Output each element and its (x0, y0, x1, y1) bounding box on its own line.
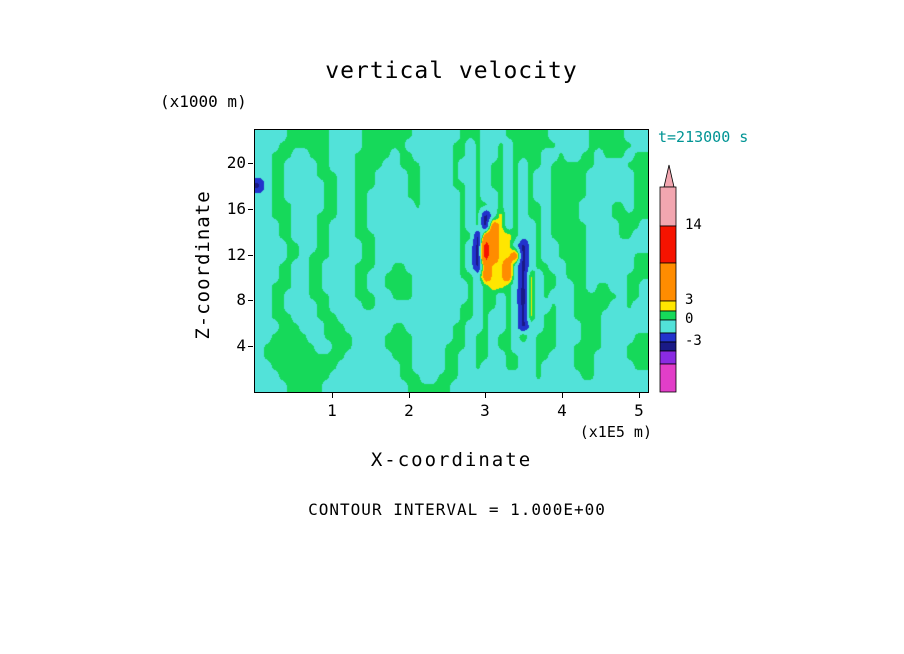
x-tick-label: 2 (404, 401, 414, 420)
y-tick-label: 8 (236, 290, 246, 309)
colorbar-tick-label: 14 (685, 217, 702, 233)
y-tick-mark (248, 255, 253, 256)
x-axis-title: X-coordinate (370, 449, 533, 471)
y-tick-mark (248, 300, 253, 301)
x-axis-unit: (x1E5 m) (579, 423, 652, 441)
colorbar-arrow-tip (663, 164, 675, 188)
y-tick-mark (248, 163, 253, 164)
y-tick-label: 12 (226, 245, 246, 264)
colorbar-segment (659, 363, 677, 393)
y-tick-label: 16 (226, 199, 246, 218)
colorbar-segment (659, 341, 677, 352)
colorbar-tick-label: 0 (685, 311, 694, 327)
plot-frame (254, 129, 649, 393)
colorbar (659, 164, 679, 397)
colorbar-segment (659, 186, 677, 227)
x-tick-label: 1 (327, 401, 337, 420)
y-tick-mark (248, 346, 253, 347)
colorbar-segment (659, 310, 677, 321)
x-tick-mark (485, 393, 486, 398)
y-tick-mark (248, 209, 253, 210)
x-tick-label: 4 (557, 401, 567, 420)
colorbar-segment (659, 319, 677, 334)
y-tick-label: 4 (236, 336, 246, 355)
chart-title: vertical velocity (325, 58, 578, 84)
x-tick-label: 3 (480, 401, 490, 420)
colorbar-tick-label: -3 (685, 333, 702, 349)
y-tick-label: 20 (226, 153, 246, 172)
colorbar-segment (659, 332, 677, 343)
colorbar-segment (659, 262, 677, 302)
y-axis-unit: (x1000 m) (160, 92, 247, 111)
colorbar-segment (659, 350, 677, 365)
x-tick-mark (332, 393, 333, 398)
x-tick-mark (562, 393, 563, 398)
x-tick-mark (409, 393, 410, 398)
contour-interval-note: CONTOUR INTERVAL = 1.000E+00 (308, 500, 606, 519)
colorbar-tick-label: 3 (685, 292, 694, 308)
colorbar-segment (659, 225, 677, 264)
x-tick-label: 5 (634, 401, 644, 420)
contour-canvas (255, 130, 648, 392)
timestamp-label: t=213000 s (658, 128, 749, 146)
x-tick-mark (639, 393, 640, 398)
colorbar-segment (659, 300, 677, 312)
